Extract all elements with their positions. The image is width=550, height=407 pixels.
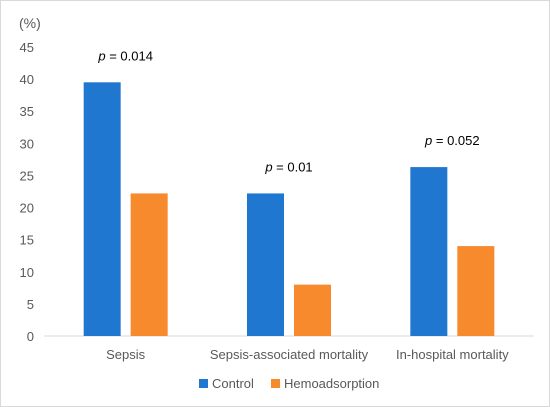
p-value-text: = 0.014 (106, 48, 153, 63)
legend-label-control: Control (212, 376, 254, 391)
bar-hemoadsorption-1 (130, 193, 168, 336)
y-tick-label: 0 (27, 329, 34, 344)
p-value-prefix: p (97, 48, 105, 63)
y-tick-label: 30 (20, 136, 34, 151)
x-category-label: In-hospital mortality (396, 347, 509, 362)
category-labels: Sepsis Sepsis-associated mortality In-hosp… (106, 347, 509, 362)
bars (83, 82, 495, 336)
y-tick-label: 25 (20, 168, 34, 183)
p-value-prefix: p (264, 159, 272, 174)
y-tick-label: 35 (20, 104, 34, 119)
p-value-label: p = 0.052 (424, 133, 480, 148)
x-category-label: Sepsis-associated mortality (210, 347, 369, 362)
p-value-label: p = 0.01 (264, 159, 312, 174)
bar-hemoadsorption-3 (457, 246, 495, 336)
y-tick-label: 40 (20, 72, 34, 87)
y-tick-label: 10 (20, 265, 34, 280)
y-tick-label: 15 (20, 233, 34, 248)
y-tick-label: 20 (20, 201, 34, 216)
p-value-label: p = 0.014 (97, 48, 153, 63)
y-axis-ticks: 0 5 10 15 20 25 30 35 40 45 (20, 40, 34, 344)
bar-control-3 (410, 167, 448, 336)
legend-swatch-hemoadsorption (271, 379, 280, 388)
y-tick-label: 45 (20, 40, 34, 55)
legend-label-hemoadsorption: Hemoadsorption (284, 376, 379, 391)
bar-control-2 (247, 193, 284, 336)
bar-hemoadsorption-2 (294, 284, 331, 336)
p-value-prefix: p (424, 133, 432, 148)
p-value-text: = 0.01 (273, 159, 313, 174)
y-tick-label: 5 (27, 297, 34, 312)
x-category-label: Sepsis (106, 347, 146, 362)
bar-control-1 (83, 82, 121, 336)
y-axis-unit-label: (%) (19, 15, 41, 31)
legend: Control Hemoadsorption (199, 376, 379, 391)
p-value-text: = 0.052 (432, 133, 479, 148)
legend-swatch-control (199, 379, 208, 388)
